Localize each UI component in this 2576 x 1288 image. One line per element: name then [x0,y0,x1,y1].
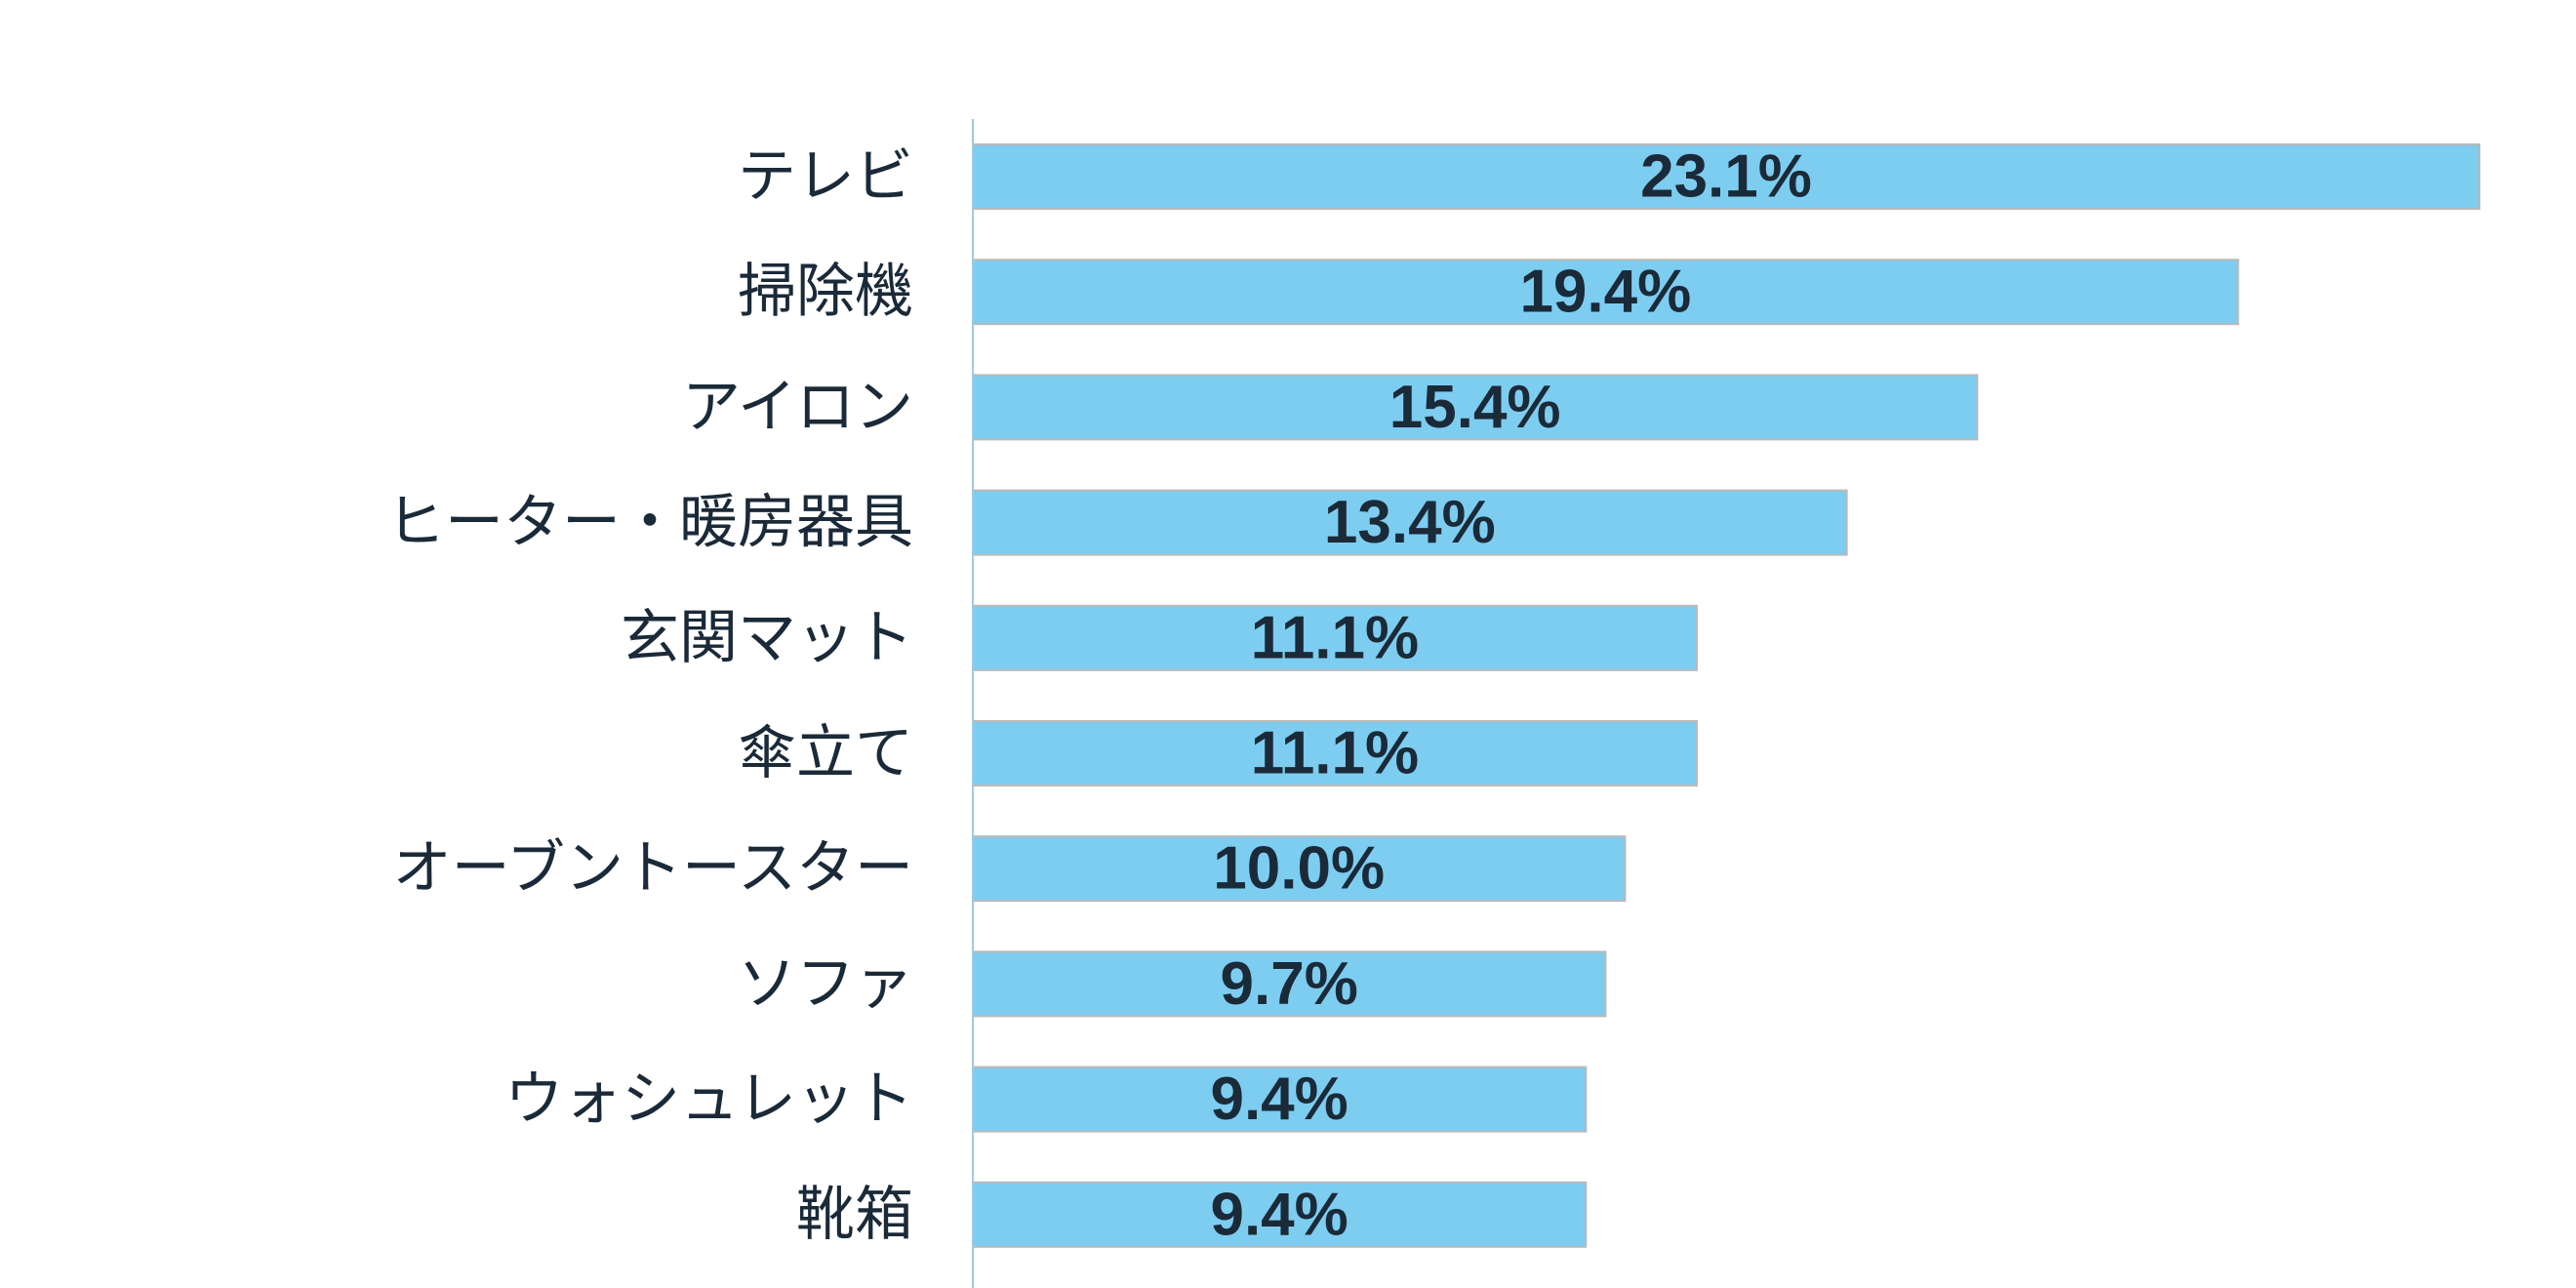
category-label: 掃除機 [738,258,913,326]
value-label: 11.1% [1251,604,1419,671]
value-label: 15.4% [1389,374,1561,441]
bar-4 [972,604,1698,671]
bar-6 [972,835,1627,903]
category-label: アイロン [682,373,913,441]
bars-group [972,143,2480,1248]
value-label: 9.4% [1210,1181,1348,1248]
value-label: 9.7% [1221,950,1358,1018]
bar-1 [972,259,2239,326]
value-label: 10.0% [1213,835,1385,903]
category-label: ヒーター・暖房器具 [386,489,913,557]
category-label: 玄関マット [621,604,913,672]
bar-2 [972,374,1979,441]
value-label: 11.1% [1251,720,1419,787]
value-label: 19.4% [1519,259,1691,326]
value-label: 23.1% [1640,143,1812,211]
bar-9 [972,1181,1588,1248]
bar-3 [972,489,1848,556]
value-label: 9.4% [1210,1066,1348,1133]
value-label: 13.4% [1324,489,1496,556]
category-labels: テレビ掃除機アイロンヒーター・暖房器具玄関マット傘立てオーブントースターソファウ… [386,142,913,1249]
bar-0 [972,143,2480,210]
category-label: ウォシュレット [504,1066,913,1134]
value-labels: 23.1% 19.4% 15.4% 13.4% 11.1% 11.1% 10.0% 9.7% 9… [1210,143,1811,1249]
category-label: オーブントースター [393,834,913,903]
category-label: ソファ [738,949,913,1018]
category-label: テレビ [738,142,913,211]
category-label: 傘立て [738,719,913,787]
category-label: 靴箱 [796,1181,913,1249]
